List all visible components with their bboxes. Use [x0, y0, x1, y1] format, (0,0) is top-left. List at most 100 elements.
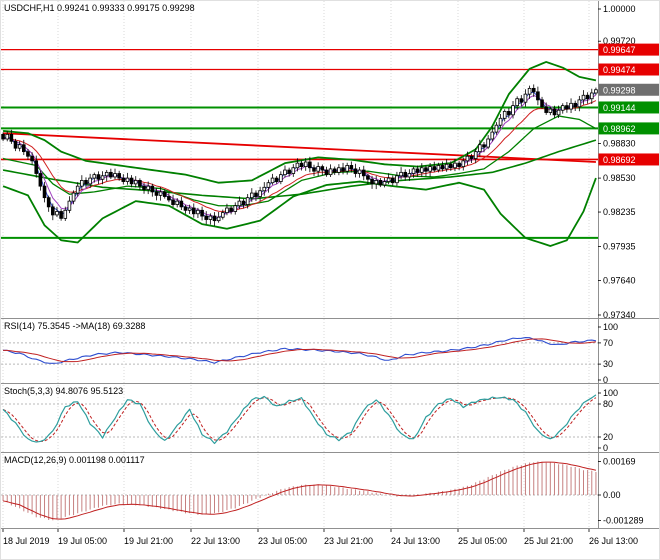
candle-body: [254, 192, 258, 197]
candle-body: [366, 175, 370, 180]
stoch-axis-label: 80: [603, 399, 613, 409]
candle-body: [444, 163, 449, 170]
candle-body: [262, 186, 267, 192]
candle-body: [225, 207, 229, 214]
candle-body: [453, 162, 457, 169]
candle-body: [469, 155, 474, 159]
candle-body: [34, 160, 39, 174]
candle-body: [26, 151, 30, 157]
candle-body: [287, 169, 291, 174]
candle-body: [229, 207, 233, 212]
price-badge-support: [598, 101, 659, 114]
candle-body: [320, 166, 325, 171]
candle-body: [390, 177, 395, 184]
candle-body: [63, 209, 68, 219]
price-badge-label: 0.99298: [603, 85, 636, 95]
candle-body: [1, 133, 5, 140]
ma-slow-line: [2, 139, 597, 200]
candle-body: [9, 133, 14, 142]
candle-body: [266, 182, 271, 188]
candle-body: [585, 94, 590, 100]
candle-body: [150, 185, 155, 193]
candle-body: [270, 177, 275, 184]
candle-body: [17, 144, 22, 149]
candle-body: [187, 207, 192, 211]
candle-body: [142, 185, 146, 191]
date-axis-label: 25 Jul 05:00: [458, 536, 507, 546]
candle-body: [71, 192, 76, 202]
candle-body: [382, 181, 387, 186]
candle-body: [507, 110, 511, 116]
candle-body: [200, 209, 204, 217]
candle-body: [341, 167, 345, 172]
candle-body: [191, 207, 196, 215]
candle-body: [349, 165, 354, 170]
candle-body: [403, 171, 408, 178]
rsi-line: [3, 336, 597, 364]
price-axis-label: 0.97935: [603, 242, 636, 252]
candle-body: [594, 89, 598, 94]
candle-body: [473, 151, 478, 159]
price-badge-current: [598, 83, 659, 96]
candle-body: [42, 185, 47, 199]
date-axis-label: 19 Jul 21:00: [124, 536, 173, 546]
candle-body: [502, 110, 507, 119]
stoch-signal-line: [2, 397, 597, 443]
price-axis-label: 0.97340: [603, 310, 636, 320]
candle-body: [457, 162, 461, 168]
macd-signal-line: [2, 461, 597, 520]
candle-body: [353, 168, 358, 174]
candle-body: [179, 200, 184, 208]
candle-body: [237, 200, 242, 207]
bb-upper-line: [2, 61, 597, 184]
candle-body: [465, 155, 470, 162]
bb-mid-line: [2, 115, 597, 207]
candle-body: [573, 102, 577, 108]
candle-body: [196, 209, 200, 215]
candle-body: [75, 185, 80, 194]
price-badge-label: 0.99647: [603, 45, 636, 55]
candle-body: [299, 162, 304, 168]
candle-body: [345, 165, 349, 172]
date-axis-label: 24 Jul 13:00: [391, 536, 440, 546]
candle-body: [449, 163, 453, 169]
price-axis-label: 0.98830: [603, 139, 636, 149]
candle-body: [544, 106, 548, 113]
chart-symbol-title: USDCHF,H1 0.99241 0.99333 0.99175 0.9929…: [4, 3, 195, 13]
date-axis-label: 25 Jul 21:00: [524, 536, 573, 546]
candle-body: [415, 168, 420, 173]
candle-body: [312, 167, 316, 172]
rsi-axis-label: 0: [603, 375, 608, 385]
date-axis-label: 22 Jul 13:00: [191, 536, 240, 546]
candle-body: [295, 162, 300, 169]
candle-body: [399, 171, 403, 177]
candle-body: [146, 185, 150, 191]
price-axis-label: 1.00000: [603, 4, 636, 14]
candle-body: [109, 171, 113, 178]
candle-body: [560, 105, 565, 111]
candle-body: [121, 177, 126, 182]
candle-body: [55, 211, 59, 216]
candle-body: [411, 168, 416, 174]
candle-body: [59, 211, 63, 219]
candle-body: [167, 196, 171, 201]
candle-body: [274, 177, 279, 182]
candle-body: [30, 155, 34, 162]
candle-body: [162, 191, 167, 197]
candle-body: [370, 178, 374, 185]
date-axis-label: 23 Jul 05:00: [258, 536, 307, 546]
candle-body: [569, 102, 573, 110]
candle-body: [258, 190, 262, 197]
candle-body: [316, 166, 320, 172]
candle-body: [154, 191, 159, 196]
candle-body: [490, 131, 495, 140]
candle-body: [245, 197, 250, 205]
candle-body: [175, 200, 179, 205]
candle-body: [531, 87, 536, 93]
date-axis-label: 18 Jul 2019: [3, 536, 50, 546]
candle-body: [328, 168, 333, 176]
candle-body: [13, 140, 18, 149]
candle-body: [378, 180, 383, 186]
